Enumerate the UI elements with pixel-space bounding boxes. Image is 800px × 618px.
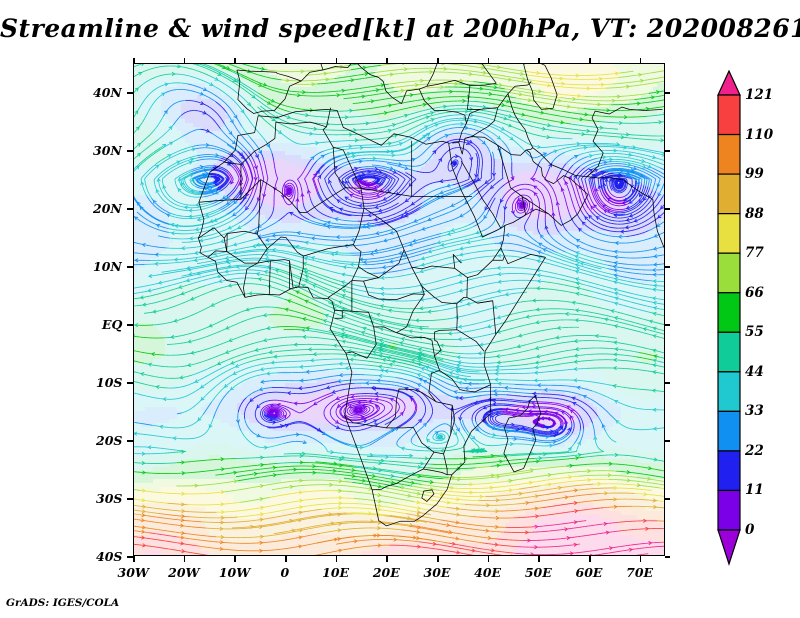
y-axis-tick [127,440,133,442]
colorbar-tick-label: 55 [745,324,764,341]
y-axis-tick [665,150,670,152]
y-axis-label: 20S [96,432,123,448]
x-axis-label: 10W [218,565,251,580]
x-axis-tick [589,58,591,63]
y-axis-tick [127,556,133,558]
x-axis-tick [487,556,490,562]
colorbar-band [717,173,741,215]
y-axis-tick [127,208,133,210]
colorbar-over-arrow [717,70,741,96]
y-axis-tick [665,208,670,210]
colorbar-tick-label: 22 [745,442,764,459]
x-axis-tick [335,556,338,562]
y-axis-tick [665,440,670,442]
y-axis-tick [127,150,133,152]
colorbar-swatches [717,70,741,566]
x-axis-tick [133,58,135,63]
x-axis-tick [386,556,388,562]
colorbar-band [717,133,741,175]
colorbar-band [717,371,741,412]
colorbar-band [717,450,741,492]
x-axis-tick [183,58,186,63]
x-axis-label: 70E [626,565,654,580]
y-axis-tick [665,324,670,326]
y-axis-tick [127,382,133,384]
x-axis-tick [538,58,540,63]
colorbar-tick-label: 110 [745,126,774,143]
colorbar-tick-label: 77 [745,245,764,262]
x-axis-tick [589,556,591,562]
colorbar-band [717,410,741,452]
colorbar-under-arrow [717,529,741,566]
x-axis-tick [335,58,338,63]
y-axis-tick [127,498,133,500]
y-axis-tick [127,92,133,94]
y-axis-tick [127,324,133,326]
x-axis-label: 60E [575,565,603,580]
x-axis-label: 10E [322,565,350,580]
colorbar-band [717,489,741,531]
y-axis-label: 10S [96,374,123,390]
x-axis-label: 40E [474,565,502,580]
y-axis-tick [665,382,670,384]
colorbar-tick-label: 66 [745,284,764,301]
colorbar-band [717,292,741,333]
x-axis-tick [234,556,236,562]
x-axis-tick [234,58,236,63]
colorbar-band [717,331,741,373]
coastline-and-borders-overlay [133,63,665,556]
y-axis-label: 30N [93,142,122,158]
y-axis-label: 30S [96,490,123,506]
x-axis-tick [437,58,439,63]
colorbar-tick-label: 0 [745,522,755,538]
x-axis-tick [487,58,490,63]
y-axis-label: EQ [102,316,123,332]
x-axis-tick [639,58,642,63]
colorbar-tick-label: 33 [745,403,764,420]
colorbar-band [717,252,741,294]
x-axis-label: 20W [168,565,200,580]
colorbar-band [717,213,741,254]
x-axis-label: 20E [372,565,400,580]
x-axis-tick [386,58,388,63]
colorbar-band [717,94,741,136]
x-axis-tick [538,556,540,562]
x-axis-tick [133,556,135,562]
x-axis-tick [183,556,186,562]
x-axis-label: 50E [524,565,552,580]
colorbar-tick-label: 44 [745,363,764,380]
colorbar-tick-label: 11 [745,482,764,499]
page-title: Streamline & wind speed[kt] at 200hPa, V… [0,14,800,43]
y-axis-tick [665,266,670,268]
x-axis-tick [285,58,287,63]
colorbar-tick-label: 121 [745,87,774,103]
colorbar-tick-label: 88 [745,205,764,222]
colorbar: 0 11 22 33 44 55 66 77 88 99 110 121 [700,70,795,570]
attribution-footer: GrADS: IGES/COLA [6,597,120,609]
y-axis-tick [665,556,670,558]
x-axis-label: 30W [117,565,149,580]
map-plot-area [133,63,665,556]
colorbar-tick-label: 99 [745,166,764,183]
x-axis-tick [639,556,642,562]
y-axis-label: 10N [93,258,122,274]
y-axis-label: 20N [93,200,122,216]
y-axis-tick [665,92,670,94]
y-axis-tick [127,266,133,268]
y-axis-label: 40S [96,548,123,564]
y-axis-tick [665,498,670,500]
x-axis-tick [437,556,439,562]
x-axis-tick [285,556,287,562]
x-axis-label: 0 [280,565,290,580]
x-axis-label: 30E [423,565,451,580]
y-axis-label: 40N [93,84,122,100]
